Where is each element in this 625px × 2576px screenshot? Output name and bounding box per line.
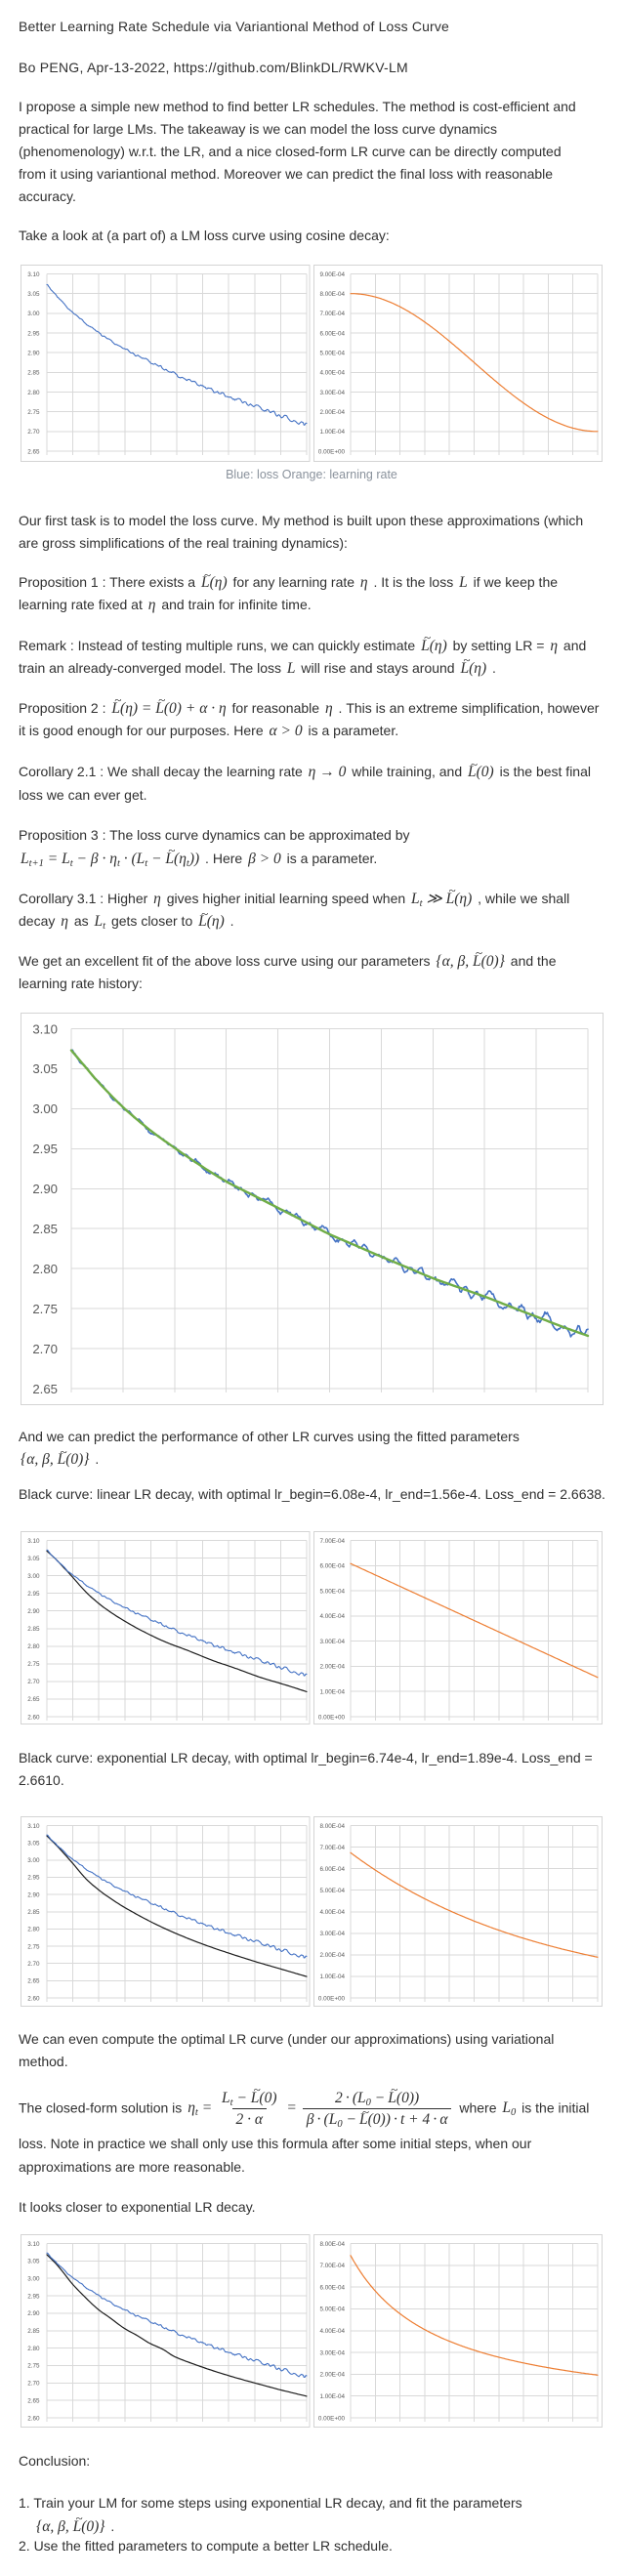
svg-text:4.00E-04: 4.00E-04 [319, 2328, 345, 2335]
svg-text:2.85: 2.85 [32, 1222, 58, 1236]
svg-text:3.10: 3.10 [27, 1538, 40, 1545]
svg-text:2.65: 2.65 [27, 2397, 40, 2404]
svg-text:3.10: 3.10 [27, 271, 40, 278]
svg-text:5.00E-04: 5.00E-04 [319, 2306, 345, 2313]
svg-text:6.00E-04: 6.00E-04 [319, 1563, 345, 1570]
svg-text:3.00: 3.00 [27, 2276, 40, 2283]
svg-text:3.05: 3.05 [27, 2259, 40, 2265]
svg-text:2.95: 2.95 [27, 1591, 40, 1598]
svg-text:2.85: 2.85 [27, 370, 40, 377]
svg-text:3.05: 3.05 [27, 1556, 40, 1562]
svg-text:2.70: 2.70 [27, 429, 40, 436]
svg-text:4.00E-04: 4.00E-04 [319, 1909, 345, 1916]
svg-text:4.00E-04: 4.00E-04 [319, 1613, 345, 1620]
svg-text:3.05: 3.05 [27, 291, 40, 298]
svg-text:2.80: 2.80 [27, 2346, 40, 2352]
svg-text:2.60: 2.60 [27, 1995, 40, 2002]
svg-text:5.00E-04: 5.00E-04 [319, 1888, 345, 1894]
svg-text:2.70: 2.70 [27, 1679, 40, 1685]
svg-text:5.00E-04: 5.00E-04 [319, 1588, 345, 1595]
svg-text:2.90: 2.90 [27, 1891, 40, 1898]
svg-text:7.00E-04: 7.00E-04 [319, 2263, 345, 2269]
svg-text:0.00E+00: 0.00E+00 [318, 1714, 346, 1721]
svg-text:2.75: 2.75 [32, 1302, 58, 1316]
svg-text:2.75: 2.75 [27, 1943, 40, 1950]
svg-text:3.00: 3.00 [27, 311, 40, 317]
svg-text:2.65: 2.65 [27, 1978, 40, 1985]
svg-text:2.60: 2.60 [27, 1714, 40, 1721]
svg-text:2.70: 2.70 [27, 1961, 40, 1968]
svg-text:2.75: 2.75 [27, 2363, 40, 2370]
svg-text:8.00E-04: 8.00E-04 [319, 291, 345, 298]
svg-text:8.00E-04: 8.00E-04 [319, 2241, 345, 2248]
svg-text:2.90: 2.90 [32, 1182, 58, 1196]
svg-text:3.10: 3.10 [32, 1021, 58, 1036]
svg-text:0.00E+00: 0.00E+00 [318, 448, 346, 455]
svg-text:2.75: 2.75 [27, 1661, 40, 1668]
svg-text:2.65: 2.65 [32, 1382, 58, 1396]
svg-text:2.95: 2.95 [27, 330, 40, 337]
svg-text:2.95: 2.95 [27, 2293, 40, 2300]
svg-text:6.00E-04: 6.00E-04 [319, 2284, 345, 2291]
svg-text:2.85: 2.85 [27, 1626, 40, 1633]
svg-text:2.80: 2.80 [27, 390, 40, 396]
svg-text:2.90: 2.90 [27, 2310, 40, 2317]
svg-text:2.70: 2.70 [27, 2381, 40, 2388]
svg-text:2.00E-04: 2.00E-04 [319, 1664, 345, 1671]
svg-text:7.00E-04: 7.00E-04 [319, 1845, 345, 1851]
svg-text:2.80: 2.80 [27, 1927, 40, 1933]
svg-text:2.90: 2.90 [27, 350, 40, 356]
svg-text:3.05: 3.05 [32, 1061, 58, 1076]
svg-text:1.00E-04: 1.00E-04 [319, 1974, 345, 1980]
svg-text:3.10: 3.10 [27, 2241, 40, 2248]
svg-text:2.95: 2.95 [27, 1875, 40, 1882]
svg-text:2.80: 2.80 [32, 1262, 58, 1276]
svg-text:3.00: 3.00 [32, 1101, 58, 1116]
svg-text:7.00E-04: 7.00E-04 [319, 1538, 345, 1545]
svg-text:2.90: 2.90 [27, 1608, 40, 1615]
svg-text:2.00E-04: 2.00E-04 [319, 409, 345, 416]
svg-text:3.00E-04: 3.00E-04 [319, 390, 345, 396]
svg-text:0.00E+00: 0.00E+00 [318, 1995, 346, 2002]
svg-text:2.70: 2.70 [32, 1342, 58, 1356]
svg-text:3.00E-04: 3.00E-04 [319, 1931, 345, 1937]
svg-text:6.00E-04: 6.00E-04 [319, 1866, 345, 1873]
svg-text:2.65: 2.65 [27, 1696, 40, 1703]
svg-text:5.00E-04: 5.00E-04 [319, 350, 345, 356]
svg-text:2.80: 2.80 [27, 1643, 40, 1650]
svg-text:9.00E-04: 9.00E-04 [319, 271, 345, 278]
svg-text:2.00E-04: 2.00E-04 [319, 1952, 345, 1959]
svg-text:3.00: 3.00 [27, 1573, 40, 1580]
svg-text:1.00E-04: 1.00E-04 [319, 429, 345, 436]
svg-text:3.05: 3.05 [27, 1840, 40, 1847]
svg-text:2.85: 2.85 [27, 1909, 40, 1916]
svg-text:3.00E-04: 3.00E-04 [319, 2349, 345, 2356]
svg-text:4.00E-04: 4.00E-04 [319, 370, 345, 377]
svg-text:8.00E-04: 8.00E-04 [319, 1823, 345, 1830]
svg-text:2.85: 2.85 [27, 2328, 40, 2335]
svg-text:2.65: 2.65 [27, 448, 40, 455]
svg-text:3.00: 3.00 [27, 1857, 40, 1864]
svg-text:3.10: 3.10 [27, 1823, 40, 1830]
svg-text:2.75: 2.75 [27, 409, 40, 416]
svg-text:1.00E-04: 1.00E-04 [319, 1689, 345, 1696]
svg-text:6.00E-04: 6.00E-04 [319, 330, 345, 337]
svg-text:2.95: 2.95 [32, 1142, 58, 1156]
svg-text:1.00E-04: 1.00E-04 [319, 2393, 345, 2400]
svg-text:2.00E-04: 2.00E-04 [319, 2372, 345, 2379]
svg-text:7.00E-04: 7.00E-04 [319, 311, 345, 317]
svg-text:0.00E+00: 0.00E+00 [318, 2415, 346, 2422]
svg-text:3.00E-04: 3.00E-04 [319, 1639, 345, 1645]
svg-text:2.60: 2.60 [27, 2415, 40, 2422]
